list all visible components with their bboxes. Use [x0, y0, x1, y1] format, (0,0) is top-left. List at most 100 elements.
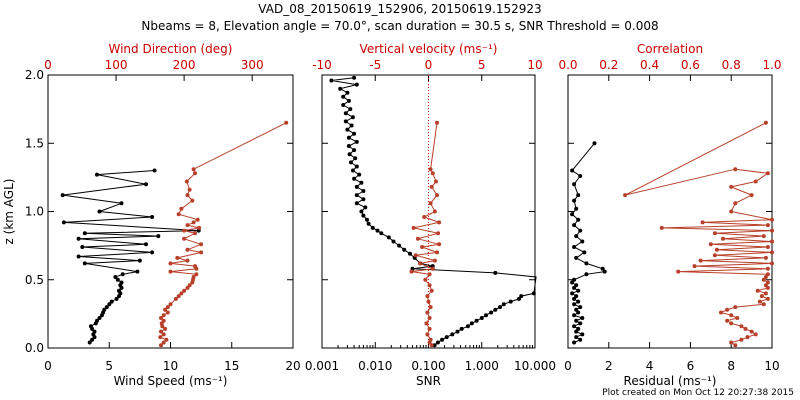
right-residual-point [580, 316, 585, 320]
right-residual-point [600, 266, 605, 271]
middle-snr-point [363, 205, 368, 210]
right-correlation-point [770, 228, 774, 233]
left-wind-direction-point [176, 294, 181, 299]
middle-snr-point [349, 160, 353, 165]
middle-snr-point [386, 235, 391, 240]
right-residual-point [578, 337, 583, 342]
right-correlation-point [708, 242, 713, 247]
left-wind-direction-point [191, 167, 196, 172]
right-bottom-tick-label: 6 [687, 359, 695, 373]
middle-bottom-tick-label: 0.010 [358, 359, 392, 373]
right-correlation-point [759, 294, 764, 299]
right-correlation-point [733, 167, 738, 172]
left-top-tick-label: 300 [241, 58, 264, 72]
left-wind-direction-point [159, 316, 163, 320]
right-residual-point [570, 168, 575, 173]
left-wind-direction-point [184, 179, 189, 184]
right-plot-frame [567, 74, 773, 349]
right-correlation-point [623, 193, 628, 198]
middle-snr-point [474, 318, 479, 323]
middle-snr-point [341, 94, 346, 99]
middle-vertical-velocity-point [423, 277, 428, 282]
right-residual-point [578, 228, 583, 233]
middle-snr-point [343, 119, 348, 124]
middle-top-tick-label: -5 [369, 58, 381, 72]
middle-vertical-velocity-point [428, 167, 433, 172]
middle-snr-point [489, 310, 494, 315]
right-correlation-point [763, 255, 768, 260]
right-residual-point [578, 305, 583, 310]
left-wind-speed-point [120, 272, 125, 277]
chart-title: VAD_08_20150619_152906, 20150619.152923 [258, 2, 542, 16]
left-wind-speed-point [107, 302, 112, 307]
left-wind-direction-point [199, 250, 204, 255]
right-residual-point [584, 261, 589, 266]
right-correlation-point [733, 343, 738, 348]
left-wind-speed-point [82, 231, 87, 236]
left-wind-speed-point [152, 168, 157, 173]
left-y-tick-label: 2.0 [25, 68, 44, 82]
left-wind-speed-point [150, 250, 155, 255]
middle-bottom-tick-label: 0.001 [305, 359, 339, 373]
right-residual-point [576, 326, 581, 331]
left-wind-direction-point [179, 206, 184, 211]
right-top-tick-label: 0.8 [722, 58, 741, 72]
left-wind-direction-line [159, 122, 287, 346]
middle-top-tick-label: -10 [312, 58, 332, 72]
middle-snr-point [479, 316, 484, 320]
left-top-tick-label: 0 [44, 58, 52, 72]
right-correlation-point [765, 245, 770, 249]
middle-snr-point [519, 294, 524, 299]
left-wind-direction-point [168, 269, 173, 274]
middle-snr-point [391, 239, 396, 244]
middle-snr-point [361, 213, 366, 218]
right-correlation-point [753, 332, 758, 337]
left-wind-direction-point [182, 288, 187, 293]
middle-snr-point [354, 201, 359, 206]
middle-snr-point [349, 123, 354, 128]
middle-vertical-velocity-point [435, 250, 439, 255]
left-wind-direction-point [194, 272, 199, 277]
left-wind-direction-point [284, 120, 289, 125]
right-correlation-point [712, 231, 717, 236]
right-residual-point [572, 302, 577, 307]
right-correlation-point [763, 291, 768, 296]
middle-bottom-tick-label: 0.100 [411, 359, 445, 373]
middle-snr-point [361, 189, 366, 193]
middle-snr-point [345, 90, 350, 95]
right-correlation-point [765, 272, 770, 277]
middle-vertical-velocity-point [429, 184, 434, 189]
left-wind-direction-point [165, 310, 170, 315]
plot-footer: Plot created on Mon Oct 12 20:27:38 2015 [602, 388, 794, 398]
right-correlation-point [676, 269, 681, 274]
right-residual-point [580, 239, 585, 244]
middle-snr-point [435, 340, 440, 345]
left-wind-direction-point [195, 217, 200, 222]
right-correlation-point [745, 335, 750, 340]
right-residual-point [572, 285, 577, 290]
left-wind-speed-point [117, 288, 121, 293]
middle-snr-point [350, 115, 355, 120]
middle-snr-point [346, 98, 351, 103]
right-top-tick-label: 0.6 [681, 58, 700, 72]
right-residual-point [576, 299, 581, 304]
left-plot-frame [47, 74, 294, 349]
left-y-tick-label: 1.5 [25, 136, 44, 150]
left-bottom-axis-label: Wind Speed (ms⁻¹) [114, 374, 228, 388]
left-wind-direction-point [193, 231, 197, 236]
middle-vertical-velocity-point [415, 236, 420, 241]
right-correlation-point [729, 209, 734, 214]
right-correlation-point [749, 329, 754, 334]
middle-snr-point [498, 305, 502, 310]
right-top-tick-label: 0.2 [599, 58, 618, 72]
left-y-tick-label: 1.0 [25, 205, 44, 219]
left-wind-direction-point [199, 242, 204, 247]
left-wind-speed-point [115, 277, 120, 282]
middle-snr-point [329, 78, 334, 83]
right-correlation-point [770, 261, 774, 266]
left-wind-speed-point [135, 269, 140, 274]
middle-snr-point [366, 221, 371, 226]
middle-vertical-velocity-point [435, 120, 439, 125]
middle-vertical-velocity-point [437, 220, 442, 225]
left-wind-direction-point [182, 236, 187, 241]
